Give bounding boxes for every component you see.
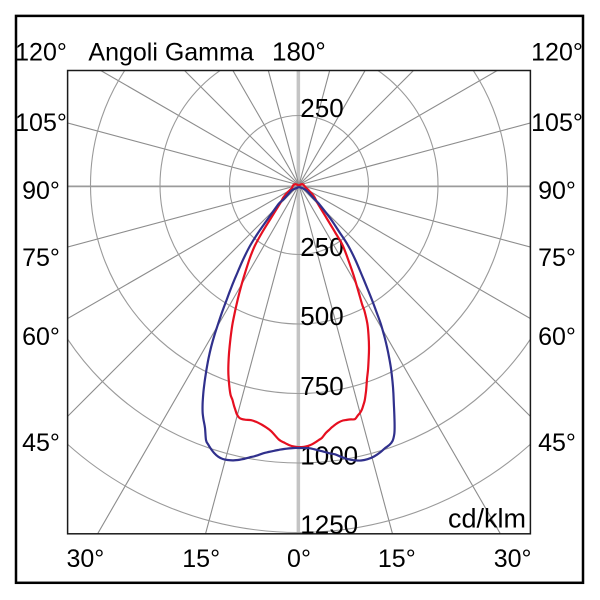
svg-text:45°: 45° bbox=[22, 429, 60, 457]
svg-text:250: 250 bbox=[300, 93, 343, 123]
svg-text:cd/klm: cd/klm bbox=[448, 504, 526, 534]
svg-text:15°: 15° bbox=[378, 545, 416, 573]
svg-text:1250: 1250 bbox=[300, 509, 358, 539]
svg-text:90°: 90° bbox=[538, 177, 576, 205]
svg-text:105°: 105° bbox=[15, 109, 67, 137]
svg-text:500: 500 bbox=[300, 301, 343, 331]
svg-text:30°: 30° bbox=[494, 545, 532, 573]
svg-text:60°: 60° bbox=[538, 323, 576, 351]
svg-text:750: 750 bbox=[300, 371, 343, 401]
svg-text:180°: 180° bbox=[272, 37, 326, 67]
svg-text:Angoli Gamma: Angoli Gamma bbox=[88, 39, 253, 67]
svg-text:15°: 15° bbox=[182, 545, 220, 573]
svg-text:105°: 105° bbox=[531, 109, 583, 137]
svg-text:45°: 45° bbox=[538, 429, 576, 457]
svg-text:250: 250 bbox=[300, 232, 343, 262]
svg-text:60°: 60° bbox=[22, 323, 60, 351]
svg-text:75°: 75° bbox=[538, 244, 576, 272]
svg-text:75°: 75° bbox=[22, 244, 60, 272]
svg-text:0°: 0° bbox=[287, 545, 311, 573]
svg-text:120°: 120° bbox=[15, 39, 67, 67]
svg-text:90°: 90° bbox=[22, 177, 60, 205]
svg-text:120°: 120° bbox=[531, 39, 583, 67]
svg-text:30°: 30° bbox=[66, 545, 104, 573]
